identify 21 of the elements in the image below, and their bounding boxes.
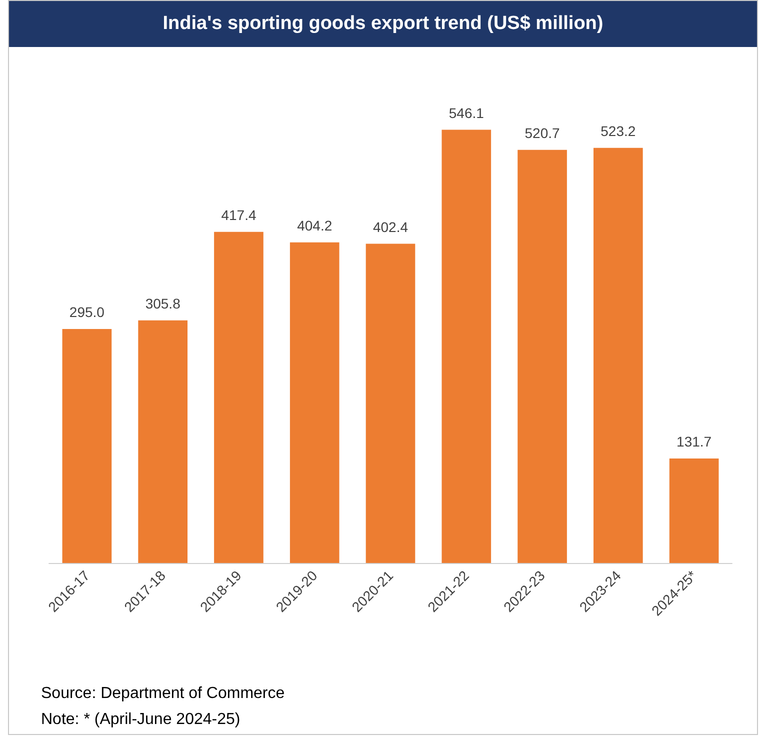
- data-label: 305.8: [145, 295, 181, 312]
- data-label: 404.2: [297, 217, 332, 234]
- data-label: 295.0: [69, 304, 105, 320]
- source-note: Source: Department of Commerce: [41, 684, 285, 704]
- bar: [518, 150, 567, 563]
- data-label: 417.4: [221, 206, 256, 223]
- text: Note: * (April-June 2024-25): [41, 710, 242, 730]
- data-label: 520.7: [524, 124, 560, 141]
- chart-title: India's sporting goods export trend (US$ million): [9, 1, 757, 47]
- bar: [669, 458, 719, 563]
- data-label: 546.1: [448, 104, 484, 121]
- data-label: 402.4: [372, 218, 408, 235]
- data-label: 523.2: [600, 122, 636, 139]
- bar: [442, 130, 492, 563]
- bar: [366, 244, 416, 563]
- bar: [214, 232, 264, 563]
- data-label: 131.7: [676, 434, 712, 450]
- bar: [290, 242, 340, 563]
- bar: [138, 320, 188, 563]
- bar: [62, 328, 112, 563]
- bar: [594, 148, 643, 563]
